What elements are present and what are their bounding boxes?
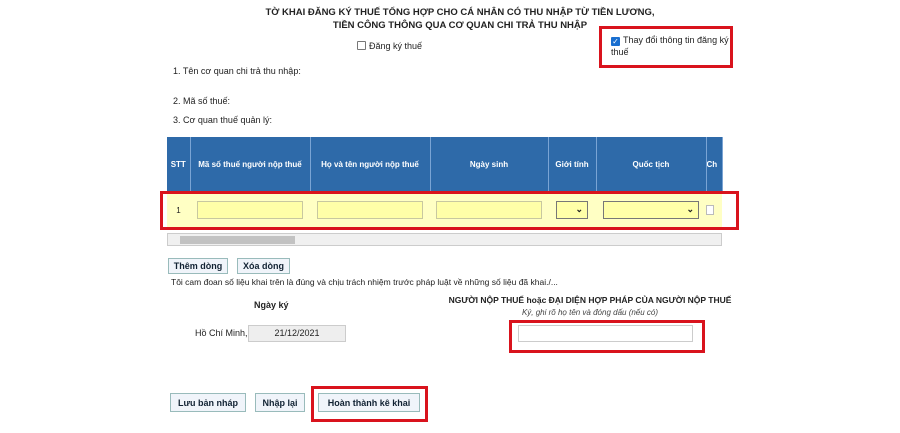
checkbox-icon[interactable] — [357, 41, 366, 50]
table-row: 1 ⌄ ⌄ — [167, 192, 722, 228]
sign-place: Hồ Chí Minh, — [195, 328, 248, 338]
cell-stt: 1 — [167, 192, 190, 228]
register-checkbox[interactable]: Đăng ký thuế — [357, 41, 422, 51]
change-info-checkbox[interactable]: ✓ Thay đổi thông tin đăng ký thuế — [611, 34, 729, 58]
register-label: Đăng ký thuế — [369, 41, 423, 51]
change-info-label: Thay đổi thông tin đăng ký thuế — [611, 35, 729, 57]
col-nationality: Quốc tịch — [596, 137, 707, 192]
field-tax-code: 2. Mã số thuế: — [173, 96, 231, 106]
col-dob: Ngày sinh — [430, 137, 549, 192]
field-tax-office: 3. Cơ quan thuế quản lý: — [173, 115, 272, 125]
gender-select[interactable]: ⌄ — [556, 201, 588, 219]
highlight-box — [311, 386, 428, 422]
complete-declaration-button[interactable]: Hoàn thành kê khai — [318, 393, 420, 412]
sign-date-label: Ngày ký — [254, 300, 289, 310]
name-input[interactable] — [317, 201, 423, 219]
taxpayer-table: STT Mã số thuế người nộp thuế Họ và tên … — [167, 137, 723, 228]
checkbox-checked-icon[interactable]: ✓ — [611, 37, 620, 46]
horizontal-scrollbar[interactable] — [167, 233, 722, 246]
dob-input[interactable] — [436, 201, 542, 219]
nationality-select[interactable]: ⌄ — [603, 201, 699, 219]
highlight-box — [160, 191, 739, 230]
reset-button[interactable]: Nhập lại — [255, 393, 305, 412]
table-header: STT Mã số thuế người nộp thuế Họ và tên … — [167, 137, 723, 192]
col-gender: Giới tính — [548, 137, 597, 192]
add-row-button[interactable]: Thêm dòng — [168, 258, 228, 274]
signer-name-input[interactable] — [518, 325, 693, 342]
chevron-down-icon: ⌄ — [686, 204, 694, 214]
signer-hint: Ký, ghi rõ họ tên và đóng dấu (nếu có) — [521, 308, 659, 317]
form-title-line2: TIỀN CÔNG THÔNG QUA CƠ QUAN CHI TRẢ THU … — [332, 20, 588, 31]
row-checkbox[interactable] — [706, 205, 714, 215]
col-tax-code: Mã số thuế người nộp thuế — [190, 137, 311, 192]
sign-date-field[interactable]: 21/12/2021 — [248, 325, 346, 342]
declaration-text: Tôi cam đoan số liệu khai trên là đúng v… — [171, 277, 558, 287]
field-payer-name: 1. Tên cơ quan chi trả thu nhập: — [173, 66, 301, 76]
form-title-line1: TỜ KHAI ĐĂNG KÝ THUẾ TỔNG HỢP CHO CÁ NHÂ… — [265, 7, 655, 18]
col-more: Ch — [706, 137, 723, 192]
highlight-box — [599, 26, 733, 68]
tax-code-input[interactable] — [197, 201, 303, 219]
chevron-down-icon: ⌄ — [575, 204, 583, 214]
col-stt: STT — [167, 137, 191, 192]
scrollbar-thumb[interactable] — [180, 236, 295, 244]
delete-row-button[interactable]: Xóa dòng — [237, 258, 290, 274]
save-draft-button[interactable]: Lưu bản nháp — [170, 393, 246, 412]
signer-title: NGƯỜI NỘP THUẾ hoặc ĐẠI DIỆN HỢP PHÁP CỦ… — [448, 295, 732, 305]
col-name: Họ và tên người nộp thuế — [310, 137, 431, 192]
highlight-box — [509, 320, 705, 353]
